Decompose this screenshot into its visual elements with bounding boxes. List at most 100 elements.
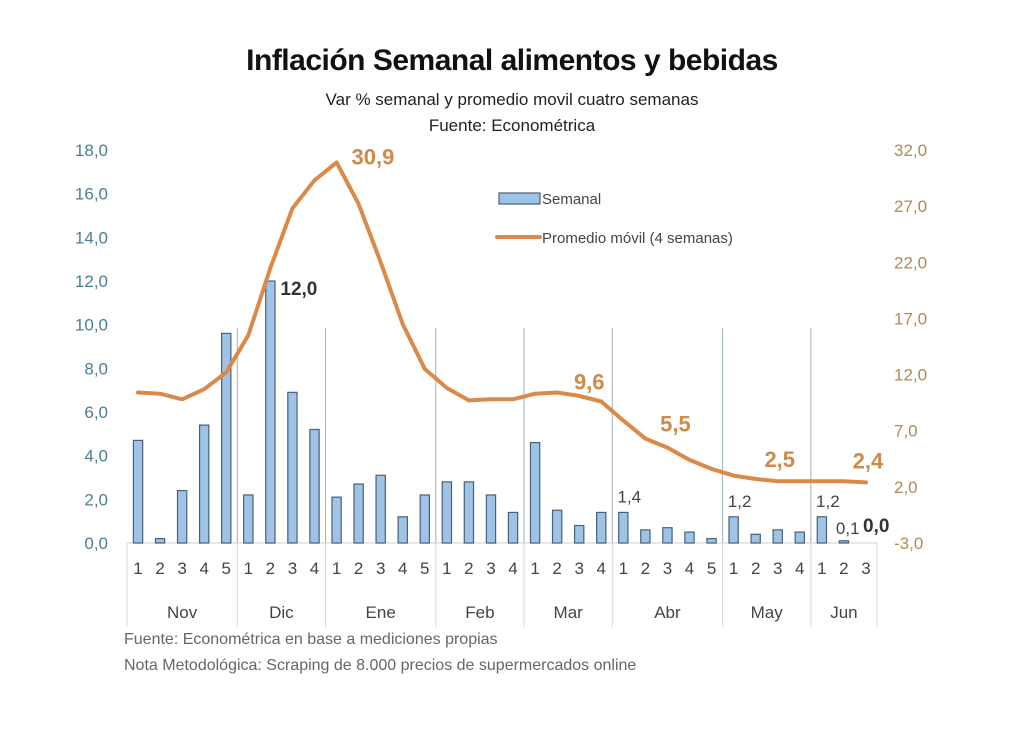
chart-subtitle: Var % semanal y promedio movil cuatro se…: [325, 90, 699, 109]
week-tick-label: 3: [773, 559, 782, 578]
line-path: [136, 160, 868, 485]
bar-data-label: 1,2: [816, 492, 840, 511]
bar: [706, 538, 717, 544]
legend: Semanal Promedio móvil (4 semanas): [495, 191, 733, 247]
bar: [132, 439, 144, 544]
week-tick-label: 4: [685, 559, 694, 578]
week-tick-label: 4: [597, 559, 606, 578]
bar-data-label: 1,4: [618, 487, 642, 506]
bar: [507, 511, 519, 544]
bar: [221, 332, 232, 544]
week-tick-label: 1: [442, 559, 451, 578]
bar: [198, 424, 210, 544]
bar-data-label: 0,1: [836, 519, 860, 538]
week-tick-label: 3: [486, 559, 495, 578]
week-tick-label: 3: [861, 559, 870, 578]
week-tick-label: 4: [795, 559, 804, 578]
bar: [684, 531, 695, 544]
footnote-source: Fuente: Econométrica en base a medicione…: [124, 631, 498, 648]
bar: [463, 481, 475, 544]
bar: [551, 509, 563, 544]
right-tick-label: 32,0: [894, 141, 927, 160]
week-tick-label: 5: [420, 559, 429, 578]
bar: [375, 474, 386, 544]
week-tick-label: 1: [244, 559, 253, 578]
week-tick-label: 3: [663, 559, 672, 578]
week-tick-label: 2: [464, 559, 473, 578]
legend-label-promedio: Promedio móvil (4 semanas): [542, 230, 733, 247]
line-series-promedio: [136, 160, 868, 485]
week-tick-label: 4: [199, 559, 208, 578]
bar: [309, 428, 320, 544]
bar: [287, 391, 298, 544]
bar: [154, 538, 166, 544]
bar: [331, 496, 342, 544]
bar: [596, 511, 607, 544]
left-tick-label: 16,0: [75, 185, 108, 204]
bar: [265, 280, 276, 544]
right-tick-label: 17,0: [894, 309, 927, 328]
week-tick-label: 2: [641, 559, 650, 578]
legend-swatch-semanal: [498, 192, 541, 205]
week-tick-label: 2: [552, 559, 561, 578]
week-tick-label: 1: [332, 559, 341, 578]
data-labels: 12,0 1,4 1,2 1,2 0,1 0,0 30,9 9,6 5,5 2,5 2,4: [280, 144, 889, 538]
week-tick-label: 2: [155, 559, 164, 578]
right-tick-label: 27,0: [894, 197, 927, 216]
week-tick-label: 4: [398, 559, 407, 578]
bar-data-label: 12,0: [280, 279, 317, 300]
week-tick-label: 3: [177, 559, 186, 578]
week-tick-label: 3: [574, 559, 583, 578]
right-tick-label: -3,0: [894, 534, 923, 553]
right-tick-label: 22,0: [894, 253, 927, 272]
bar: [728, 516, 739, 544]
week-tick-label: 1: [530, 559, 539, 578]
week-tick-label: 1: [619, 559, 628, 578]
footnote-methodology: Nota Metodológica: Scraping de 8.000 pre…: [124, 657, 637, 674]
bar: [838, 540, 850, 544]
week-tick-label: 5: [707, 559, 716, 578]
bar: [485, 494, 497, 544]
month-label-dic: Dic: [269, 603, 294, 622]
month-label-ene: Ene: [366, 603, 396, 622]
left-tick-label: 6,0: [84, 403, 108, 422]
line-data-label: 9,6: [574, 370, 605, 395]
week-tick-label: 5: [222, 559, 231, 578]
right-axis: -3,0 2,0 7,0 12,0 17,0 22,0 27,0 32,0: [894, 141, 927, 553]
month-label-abr: Abr: [654, 603, 681, 622]
week-tick-label: 1: [133, 559, 142, 578]
bar-data-label: 1,2: [728, 492, 752, 511]
week-tick-label: 3: [288, 559, 297, 578]
left-tick-label: 0,0: [84, 534, 108, 553]
left-tick-label: 2,0: [84, 490, 108, 509]
bar: [397, 516, 408, 544]
week-tick-label: 3: [376, 559, 385, 578]
left-tick-label: 18,0: [75, 141, 108, 160]
week-tick-label: 1: [729, 559, 738, 578]
left-axis: 0,0 2,0 4,0 6,0 8,0 10,0 12,0 14,0 16,0 18,0: [75, 141, 108, 553]
line-data-label: 30,9: [352, 144, 395, 169]
bar: [640, 529, 651, 544]
line-data-label: 2,4: [853, 448, 884, 473]
legend-label-semanal: Semanal: [542, 191, 601, 208]
bar: [816, 516, 828, 544]
week-tick-label: 4: [508, 559, 517, 578]
week-tick-label: 2: [354, 559, 363, 578]
week-tick-label: 2: [751, 559, 760, 578]
bar: [243, 494, 254, 544]
bar-data-label: 0,0: [863, 516, 889, 537]
bar: [419, 494, 431, 544]
left-tick-label: 4,0: [84, 447, 108, 466]
bar: [573, 524, 585, 544]
bar: [353, 483, 364, 544]
bar: [662, 527, 673, 544]
line-data-label: 5,5: [660, 412, 691, 437]
bar: [750, 533, 761, 544]
month-label-feb: Feb: [465, 603, 494, 622]
left-tick-label: 10,0: [75, 316, 108, 335]
bar: [441, 481, 453, 544]
bar: [772, 529, 783, 544]
line-data-label: 2,5: [764, 447, 795, 472]
week-tick-label: 4: [310, 559, 319, 578]
